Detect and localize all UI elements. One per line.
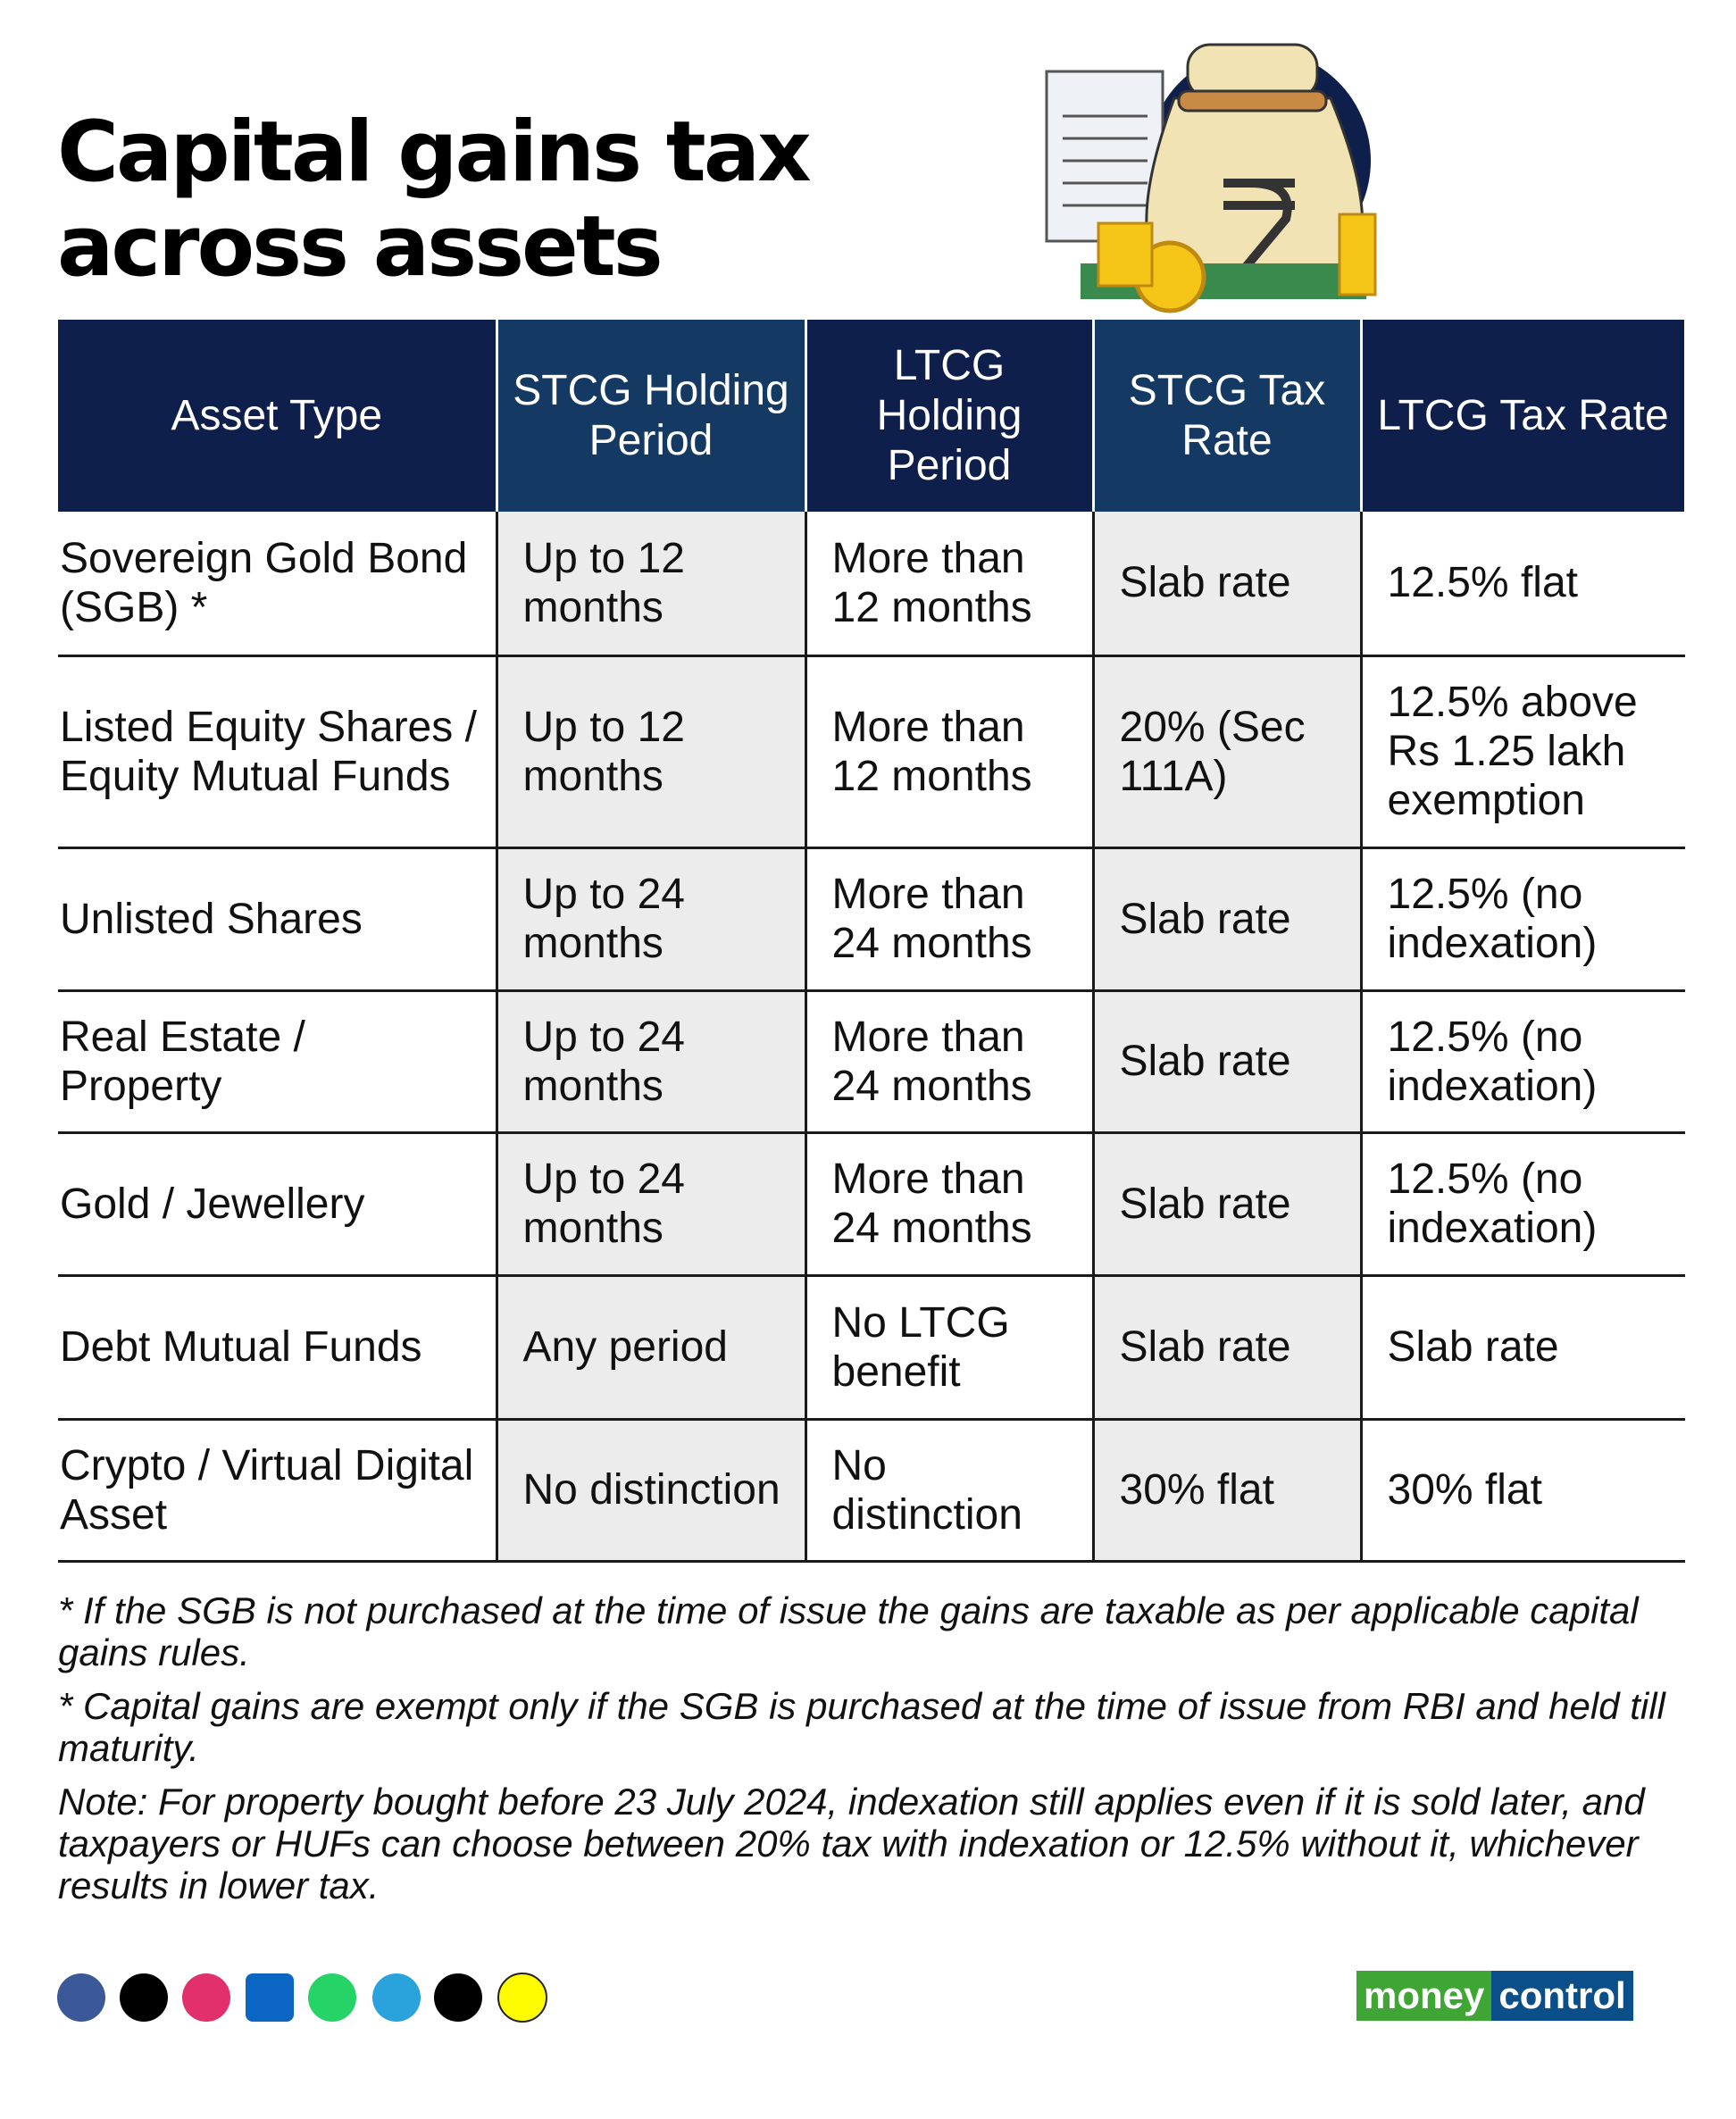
table-cell: More than 24 months (805, 990, 1095, 1134)
table-cell: More than 12 months (805, 655, 1095, 849)
table-cell: No distinction (497, 1419, 807, 1563)
table-cell: Real Estate / Property (58, 990, 498, 1134)
table-cell: Up to 12 months (497, 655, 807, 849)
illustration (1045, 43, 1377, 313)
table-cell: 12.5% flat (1361, 512, 1685, 657)
column-header: STCG Tax Rate (1093, 320, 1363, 512)
x-icon[interactable] (120, 1973, 168, 2022)
table-cell: 30% flat (1093, 1419, 1363, 1563)
table-cell: Gold / Jewellery (58, 1132, 498, 1277)
brand-part: money (1356, 1971, 1492, 2021)
table-cell: No distinction (805, 1419, 1095, 1563)
table-cell: Listed Equity Shares / Equity Mutual Fun… (58, 655, 498, 849)
table-row: Unlisted Shares Up to 24 months More than … (58, 847, 1685, 992)
brand-logo: money control (1356, 1971, 1633, 2021)
table-cell: 30% flat (1361, 1419, 1685, 1563)
table-cell: Sovereign Gold Bond (SGB) * (58, 512, 498, 657)
table-cell: Up to 24 months (497, 1132, 807, 1277)
column-header: Asset Type (58, 320, 498, 512)
table-cell: Slab rate (1093, 1275, 1363, 1421)
whatsapp-icon[interactable] (308, 1973, 356, 2022)
table-row: Real Estate / Property Up to 24 months Mor… (58, 990, 1685, 1134)
title: Capital gains tax across assets (57, 104, 812, 296)
table-cell: 12.5% (no indexation) (1361, 1132, 1685, 1277)
table-cell: Slab rate (1093, 1132, 1363, 1277)
column-header: STCG Holding Period (497, 320, 807, 512)
table-cell: Up to 24 months (497, 990, 807, 1134)
snapchat-icon[interactable] (497, 1973, 547, 2023)
table-cell: No LTCG benefit (805, 1275, 1095, 1421)
table-cell: Slab rate (1093, 990, 1363, 1134)
social-icons (57, 1973, 547, 2023)
footnote: Note: For property bought before 23 July… (58, 1781, 1645, 1906)
table-cell: Unlisted Shares (58, 847, 498, 992)
table-cell: Up to 12 months (497, 512, 807, 657)
brand-part: control (1491, 1971, 1633, 2021)
table-cell: More than 24 months (805, 847, 1095, 992)
table-row: Sovereign Gold Bond (SGB) * Up to 12 mont… (58, 512, 1685, 657)
footnotes: * If the SGB is not purchased at the tim… (58, 1589, 1683, 1918)
table-cell: Slab rate (1093, 512, 1363, 657)
table-cell: Crypto / Virtual Digital Asset (58, 1419, 498, 1563)
facebook-icon[interactable] (57, 1973, 105, 2022)
table-cell: Up to 24 months (497, 847, 807, 992)
table-cell: Slab rate (1093, 847, 1363, 992)
telegram-icon[interactable] (372, 1973, 421, 2022)
table-cell: 20% (Sec 111A) (1093, 655, 1363, 849)
table-row: Crypto / Virtual Digital Asset No distinc… (58, 1419, 1685, 1563)
footnote: * Capital gains are exempt only if the S… (58, 1685, 1665, 1769)
table-cell: Any period (497, 1275, 807, 1421)
table-row: Debt Mutual Funds Any period No LTCG benef… (58, 1275, 1685, 1421)
table-cell: More than 12 months (805, 512, 1095, 657)
table-cell: Debt Mutual Funds (58, 1275, 498, 1421)
table-cell: 12.5% (no indexation) (1361, 990, 1685, 1134)
tax-table: Asset Type STCG Holding Period LTCG Holdin… (58, 320, 1687, 1563)
footnote: * If the SGB is not purchased at the tim… (58, 1589, 1639, 1673)
table-cell: Slab rate (1361, 1275, 1685, 1421)
threads-icon[interactable] (434, 1973, 482, 2022)
table-cell: 12.5% (no indexation) (1361, 847, 1685, 992)
instagram-icon[interactable] (182, 1973, 230, 2022)
table-cell: 12.5% above Rs 1.25 lakh exemption (1361, 655, 1685, 849)
linkedin-icon[interactable] (246, 1973, 294, 2022)
table-row: Gold / Jewellery Up to 24 months More than… (58, 1132, 1685, 1277)
table-cell: More than 24 months (805, 1132, 1095, 1277)
column-header: LTCG Tax Rate (1361, 320, 1687, 512)
column-header: LTCG Holding Period (805, 320, 1095, 512)
header-row: Asset Type STCG Holding Period LTCG Holdin… (58, 320, 1687, 512)
table-row: Listed Equity Shares / Equity Mutual Fun… (58, 655, 1685, 849)
